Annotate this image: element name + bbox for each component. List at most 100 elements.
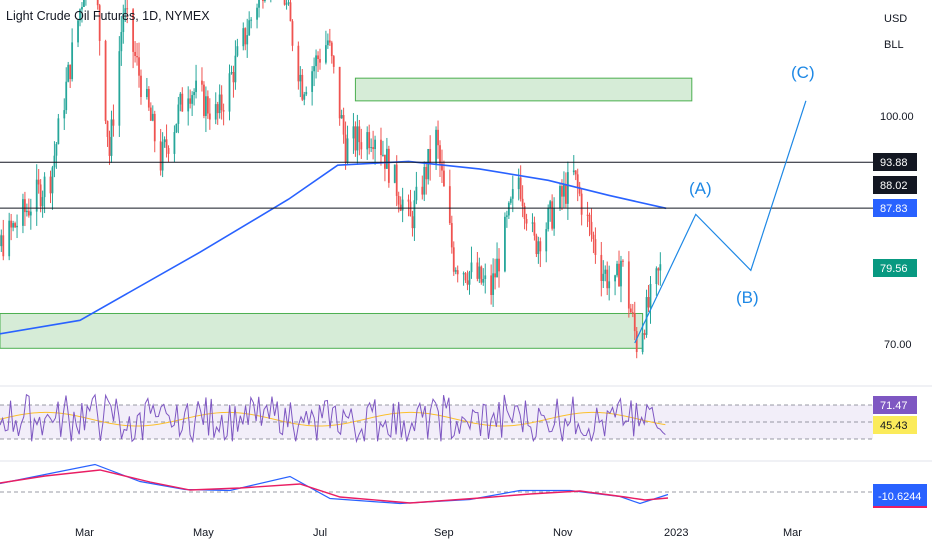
tag-macd: -10.6244 xyxy=(878,491,921,503)
candle-body xyxy=(551,201,554,229)
candle-body xyxy=(565,184,567,204)
candle-body xyxy=(118,51,121,126)
tag-rsi-bg xyxy=(873,396,917,414)
candle-body xyxy=(370,147,373,149)
candle-body xyxy=(236,46,239,56)
candle-body xyxy=(264,0,266,1)
candle-body xyxy=(604,269,607,274)
candle-body xyxy=(205,96,207,116)
candle-body xyxy=(600,254,603,281)
candle-body xyxy=(354,126,357,151)
tag-macd-bg xyxy=(873,484,927,508)
candle-body xyxy=(218,94,221,114)
candle-body xyxy=(98,5,101,41)
wave-labels: (A) (B) (C) xyxy=(689,63,815,307)
candle-body xyxy=(559,186,561,208)
candle-body xyxy=(108,136,111,156)
candle-body xyxy=(191,95,194,104)
candle-body xyxy=(283,0,286,5)
candle-body xyxy=(498,258,500,272)
candle-body xyxy=(27,210,30,216)
candle-body xyxy=(592,234,595,240)
candle-body xyxy=(435,129,437,165)
candle-body xyxy=(71,42,74,80)
candle-body xyxy=(423,167,426,195)
candle-body xyxy=(203,84,205,116)
candle-body xyxy=(153,113,156,142)
candle-body xyxy=(437,129,439,146)
candle-body xyxy=(464,273,467,281)
candle-body xyxy=(476,262,479,279)
candle-body xyxy=(492,273,495,295)
candle-body xyxy=(602,273,605,281)
candle-body xyxy=(387,148,390,183)
candle-body xyxy=(525,218,528,224)
candle-body xyxy=(145,88,148,98)
candle-body xyxy=(535,235,538,255)
candle-body xyxy=(201,80,203,85)
candle-body xyxy=(443,170,445,187)
candle-body xyxy=(413,200,416,229)
tag-88-02: 88.02 xyxy=(880,180,908,192)
candle-body xyxy=(645,297,648,335)
candle-body xyxy=(545,229,548,252)
candle-body xyxy=(429,148,432,165)
candle-body xyxy=(175,123,178,133)
tag-rsi-ma: 45.43 xyxy=(880,420,908,432)
candle-body xyxy=(2,235,5,257)
candle-body xyxy=(659,264,662,271)
candle-body xyxy=(346,138,349,163)
candle-body xyxy=(411,216,414,229)
candle-body xyxy=(104,40,107,121)
rsi-ma-line xyxy=(0,411,666,427)
candle-body xyxy=(655,268,658,284)
candle-body xyxy=(504,216,506,272)
candle-body xyxy=(517,177,520,190)
candle-body xyxy=(124,8,127,13)
candle-body xyxy=(79,9,81,21)
candle-body xyxy=(366,132,369,150)
candle-body xyxy=(395,164,398,196)
candle-body xyxy=(305,91,308,95)
candle-body xyxy=(590,221,593,235)
candle-body xyxy=(466,280,469,285)
candle-body xyxy=(242,28,245,47)
candle-body xyxy=(606,269,609,289)
candle-body xyxy=(244,28,247,45)
candle-body xyxy=(519,177,522,199)
candle-body xyxy=(566,172,569,204)
candle-body xyxy=(407,199,410,202)
rsi-line xyxy=(0,393,666,444)
candle-body xyxy=(222,110,225,112)
candle-body xyxy=(106,120,109,137)
candle-body xyxy=(588,214,591,222)
candle-body xyxy=(256,7,258,20)
candle-body xyxy=(608,281,611,289)
tag-macd-underline xyxy=(873,506,927,508)
candle-body xyxy=(631,312,634,314)
candle-body xyxy=(553,207,555,229)
candle-body xyxy=(586,214,589,216)
candle-body xyxy=(480,266,483,283)
candle-body xyxy=(643,333,646,335)
candle-body xyxy=(470,262,473,273)
x-tick-mar: Mar xyxy=(75,527,94,539)
macd-pane xyxy=(0,463,873,505)
candle-body xyxy=(409,201,412,217)
candle-body xyxy=(635,331,638,353)
candle-body xyxy=(299,74,302,82)
candle-body xyxy=(49,176,52,194)
candle-body xyxy=(291,21,294,46)
candle-body xyxy=(561,186,563,197)
candle-body xyxy=(8,220,11,257)
x-tick-mar-2023: Mar xyxy=(783,527,802,539)
candle-body xyxy=(360,142,363,150)
candle-body xyxy=(16,225,18,228)
candle-body xyxy=(452,247,455,272)
candle-body xyxy=(326,40,329,46)
candle-body xyxy=(374,139,376,150)
candle-body xyxy=(578,186,581,194)
candle-body xyxy=(368,132,371,149)
time-axis: Mar May Jul Sep Nov 2023 Mar xyxy=(75,527,802,539)
x-tick-jul: Jul xyxy=(313,527,327,539)
